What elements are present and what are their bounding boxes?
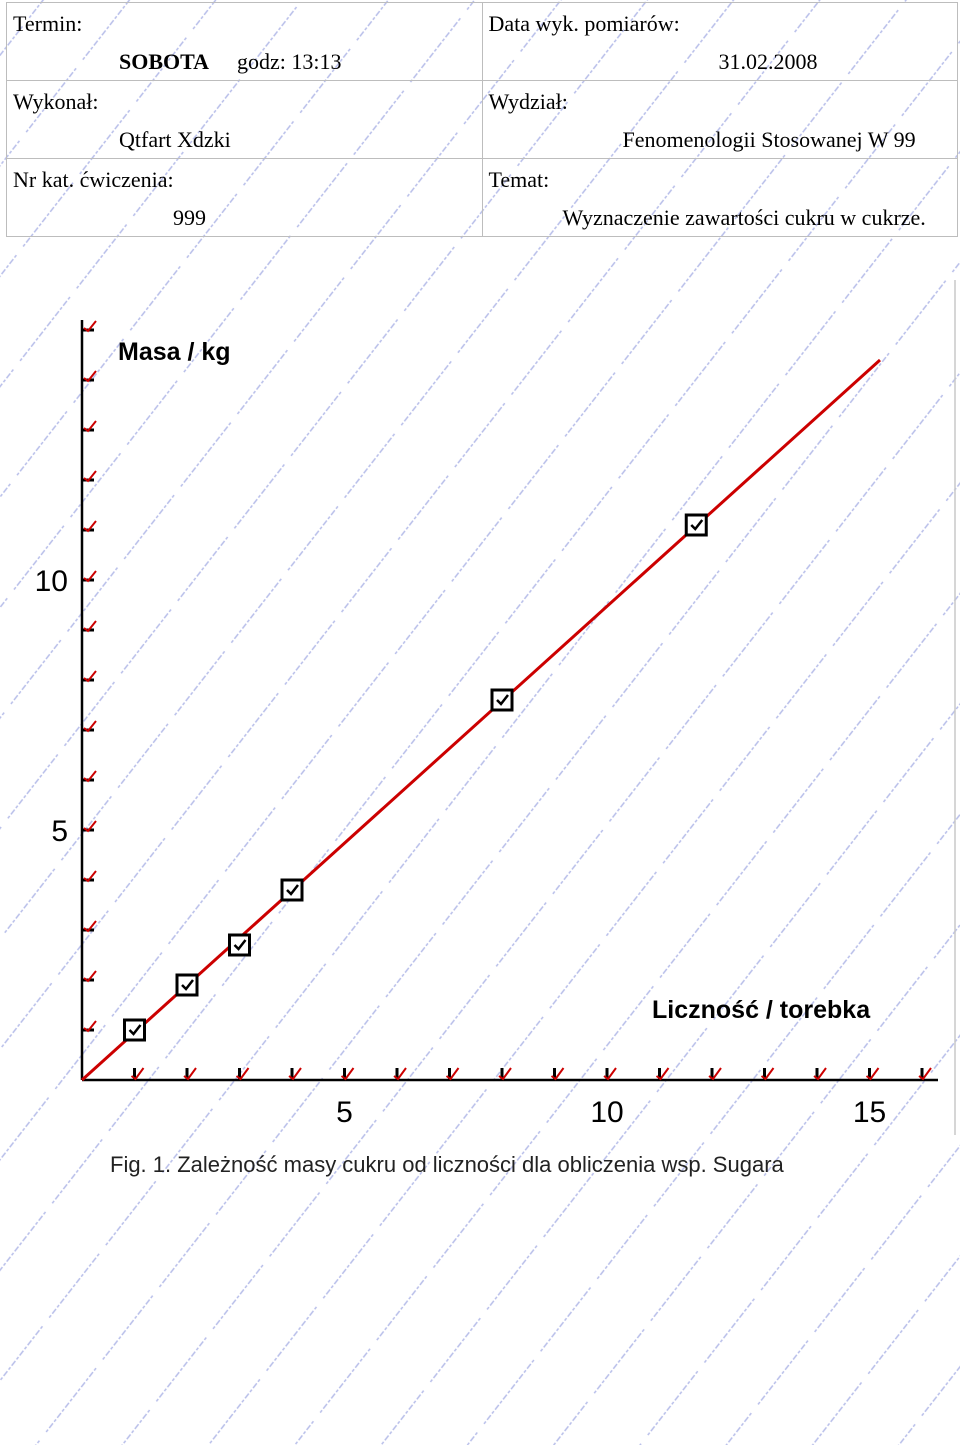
x-tick-check (865, 1067, 880, 1081)
y-tick-label: 10 (35, 565, 68, 598)
y-tick-check (83, 470, 97, 483)
y-tick-check (83, 670, 97, 683)
termin-day: SOBOTA (119, 49, 210, 74)
x-tick-check (813, 1067, 827, 1081)
x-tick-check (445, 1067, 460, 1081)
x-tick-label: 10 (590, 1096, 623, 1129)
fit-line (80, 358, 882, 1082)
wydzial-label: Wydział: (488, 89, 568, 114)
checkbox-marker (490, 688, 514, 712)
y-axis-title: Masa / kg (118, 338, 231, 366)
y-tick-check (83, 920, 97, 933)
x-tick-label: 15 (853, 1096, 886, 1129)
checkbox-marker (280, 878, 304, 902)
termin-time: godz: 13:13 (237, 49, 342, 74)
checkbox-marker (228, 933, 251, 957)
y-tick-check (83, 970, 97, 983)
date-label: Data wyk. pomiarów: (488, 11, 680, 36)
report-header: Termin: SOBOTA godz: 13:13 Data wyk. pom… (6, 2, 958, 237)
y-tick-check (83, 570, 97, 583)
temat-cell: Temat: Wyznaczenie zawartości cukru w cu… (481, 158, 958, 237)
y-tick-check (83, 1020, 97, 1033)
x-tick-check (393, 1067, 407, 1081)
mass-vs-count-chart: 5 10 15 5 10 Masa / kg Liczność / torebka (35, 280, 956, 1135)
y-tick-check (83, 820, 97, 833)
y-tick-check (83, 370, 97, 383)
check-icon (286, 884, 299, 896)
x-tick-check (235, 1067, 250, 1081)
temat-label: Temat: (488, 167, 550, 192)
x-tick-check (183, 1067, 197, 1081)
data-point (123, 1018, 146, 1042)
x-axis-title: Liczność / torebka (652, 996, 871, 1024)
x-tick-check (760, 1067, 775, 1081)
nrkat-value: 999 (173, 205, 206, 230)
y-tick-check (83, 720, 97, 733)
x-tick-check (655, 1067, 670, 1081)
wykonal-cell: Wykonał: Qtfart Xdzki (6, 80, 483, 159)
y-tick-check (83, 420, 97, 433)
y-tick-label: 5 (51, 815, 68, 848)
termin-label: Termin: (13, 11, 83, 36)
wykonal-value: Qtfart Xdzki (119, 127, 231, 152)
wydzial-cell: Wydział: Fenomenologii Stosowanej W 99 (481, 80, 958, 159)
x-tick-check (603, 1067, 617, 1081)
x-tick-check (918, 1067, 932, 1081)
x-tick-check (340, 1067, 355, 1081)
check-icon (496, 694, 509, 706)
y-tick-check (83, 770, 97, 783)
figure-caption: Fig. 1. Zależność masy cukru od licznośc… (110, 1152, 784, 1177)
data-point (280, 878, 304, 902)
y-tick-check (83, 520, 97, 533)
check-icon (128, 1024, 142, 1036)
x-tick-check (498, 1067, 512, 1081)
data-point (228, 933, 251, 957)
checkbox-marker (123, 1018, 146, 1042)
data-point (175, 973, 199, 997)
y-tick-check (83, 620, 97, 633)
checkbox-marker (684, 513, 708, 537)
check-icon (181, 979, 194, 991)
x-tick-check (550, 1067, 565, 1081)
data-point (490, 688, 514, 712)
nrkat-cell: Nr kat. ćwiczenia: 999 (6, 158, 483, 237)
y-tick-check (83, 870, 97, 883)
date-cell: Data wyk. pomiarów: 31.02.2008 (481, 2, 958, 81)
wykonal-label: Wykonał: (13, 89, 99, 114)
checkbox-marker (175, 973, 199, 997)
termin-cell: Termin: SOBOTA godz: 13:13 (6, 2, 483, 81)
nrkat-label: Nr kat. ćwiczenia: (13, 167, 174, 192)
wydzial-value: Fenomenologii Stosowanej W 99 (622, 127, 916, 152)
data-point (684, 513, 708, 537)
check-icon (690, 519, 704, 531)
temat-value: Wyznaczenie zawartości cukru w cukrze. (562, 205, 926, 230)
x-tick-check (288, 1067, 302, 1081)
date-value: 31.02.2008 (718, 49, 818, 74)
y-tick-check (83, 320, 97, 333)
x-tick-label: 5 (336, 1096, 353, 1129)
x-tick-check (708, 1067, 722, 1081)
x-tick-check (130, 1067, 145, 1081)
check-icon (233, 939, 247, 951)
